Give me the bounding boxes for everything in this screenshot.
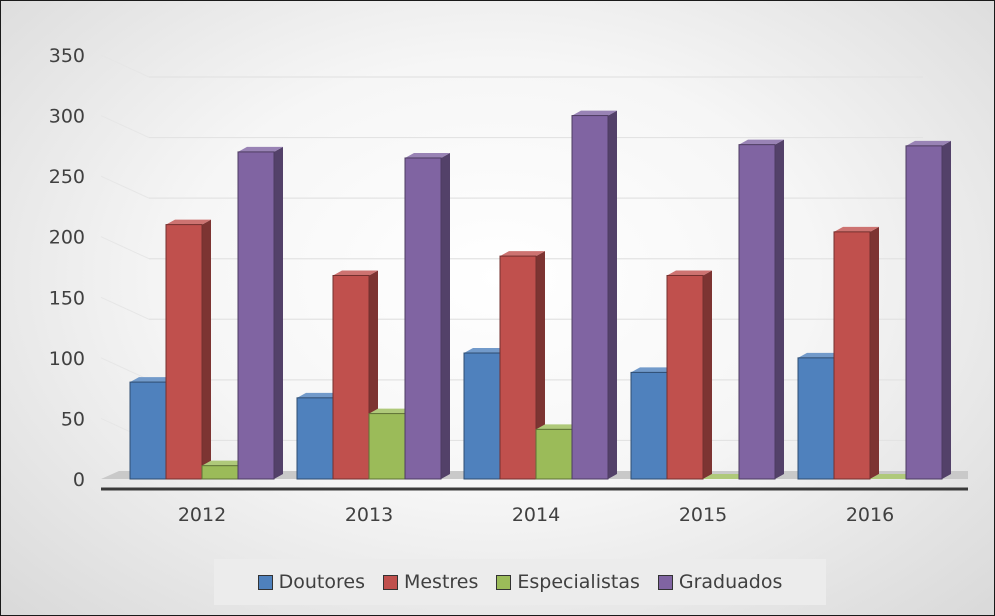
bar-front (905, 145, 943, 480)
x-tick-label: 2012 (178, 504, 226, 526)
bar-side (608, 110, 617, 480)
bar-front (535, 428, 573, 480)
bar-top (703, 474, 748, 479)
y-tick-label: 150 (49, 287, 85, 309)
gridline-side (100, 175, 150, 199)
bar-graduados-2014 (571, 110, 617, 480)
y-tick-label: 250 (49, 166, 85, 188)
legend-swatch-especialistas (496, 574, 512, 590)
bar-side (870, 226, 879, 479)
y-tick-label: 50 (61, 408, 85, 430)
bar-side (942, 140, 951, 479)
y-tick-label: 200 (49, 227, 85, 249)
gridline-side (100, 296, 150, 320)
bar-front (332, 274, 370, 480)
bar-top (631, 367, 676, 373)
bar-side (775, 139, 784, 479)
legend-item-mestres[interactable]: Mestres (382, 571, 479, 593)
legend-item-doutores[interactable]: Doutores (257, 571, 365, 593)
gridline-side (100, 357, 150, 381)
gridline-side (100, 54, 150, 78)
gridline-side (100, 236, 150, 260)
bar-mestres-2014 (499, 251, 545, 480)
bar-top (906, 140, 951, 146)
legend-item-especialistas[interactable]: Especialistas (496, 571, 640, 593)
bar-top (130, 377, 175, 383)
bar-top (464, 348, 509, 354)
bar-mestres-2015 (666, 270, 712, 480)
bar-front (738, 144, 776, 480)
bar-side (536, 251, 545, 479)
bar-mestres-2013 (332, 270, 378, 480)
bar-top (572, 110, 617, 116)
bar-graduados-2015 (738, 139, 784, 480)
bar-side (202, 219, 211, 479)
bar-top (536, 424, 581, 430)
bar-front (165, 224, 203, 480)
bar-graduados-2012 (237, 146, 283, 480)
y-tick-label: 350 (49, 45, 85, 67)
legend-swatch-graduados (657, 574, 673, 590)
bar-side (441, 152, 450, 479)
bar-front (201, 465, 239, 480)
bar-graduados-2013 (404, 152, 450, 480)
bar-especialistas-2015 (703, 474, 748, 479)
bar-side (274, 146, 283, 479)
bar-top (500, 251, 545, 257)
bar-top (870, 474, 915, 479)
bar-top (798, 352, 843, 358)
y-tick-label: 100 (49, 348, 85, 370)
bar-front (463, 352, 501, 480)
legend-label-doutores: Doutores (278, 571, 365, 593)
bar-front (571, 115, 609, 480)
x-tick-label: 2013 (345, 504, 393, 526)
bar-front (630, 371, 668, 480)
bar-front (666, 274, 704, 480)
x-tick-label: 2015 (679, 504, 727, 526)
legend-item-graduados[interactable]: Graduados (657, 571, 783, 593)
chart-legend: Doutores Mestres Especialistas Graduados (214, 559, 826, 605)
y-tick-label: 300 (49, 106, 85, 128)
bar-doutores-2013 (296, 392, 342, 480)
bar-top (739, 139, 784, 145)
bar-front (237, 151, 275, 480)
legend-label-mestres: Mestres (403, 571, 479, 593)
bar-mestres-2012 (165, 219, 211, 480)
bar-top (202, 460, 247, 466)
x-tick-label: 2016 (846, 504, 894, 526)
bar-top (405, 152, 450, 158)
bar-top (333, 270, 378, 276)
bar-front (129, 381, 167, 480)
bar-top (297, 392, 342, 398)
bar-front (833, 231, 871, 480)
legend-label-graduados: Graduados (678, 571, 783, 593)
x-tick-label: 2014 (512, 504, 560, 526)
bar-side (703, 270, 712, 479)
bar-front (797, 357, 835, 480)
bar-top (238, 146, 283, 152)
legend-swatch-doutores (257, 574, 273, 590)
legend-swatch-mestres (382, 574, 398, 590)
gridline-side (100, 115, 150, 139)
legend-label-especialistas: Especialistas (517, 571, 640, 593)
bar-front (499, 255, 537, 480)
bar-especialistas-2016 (870, 474, 915, 479)
bar-front (296, 397, 334, 480)
bar-top (369, 408, 414, 414)
bar-top (667, 270, 712, 276)
bar-mestres-2016 (833, 226, 879, 480)
bar-top (834, 226, 879, 232)
bar-front (404, 157, 442, 480)
bar-top (166, 219, 211, 225)
bar-graduados-2016 (905, 140, 951, 480)
y-tick-label: 0 (73, 469, 85, 491)
bar-front (368, 413, 406, 480)
